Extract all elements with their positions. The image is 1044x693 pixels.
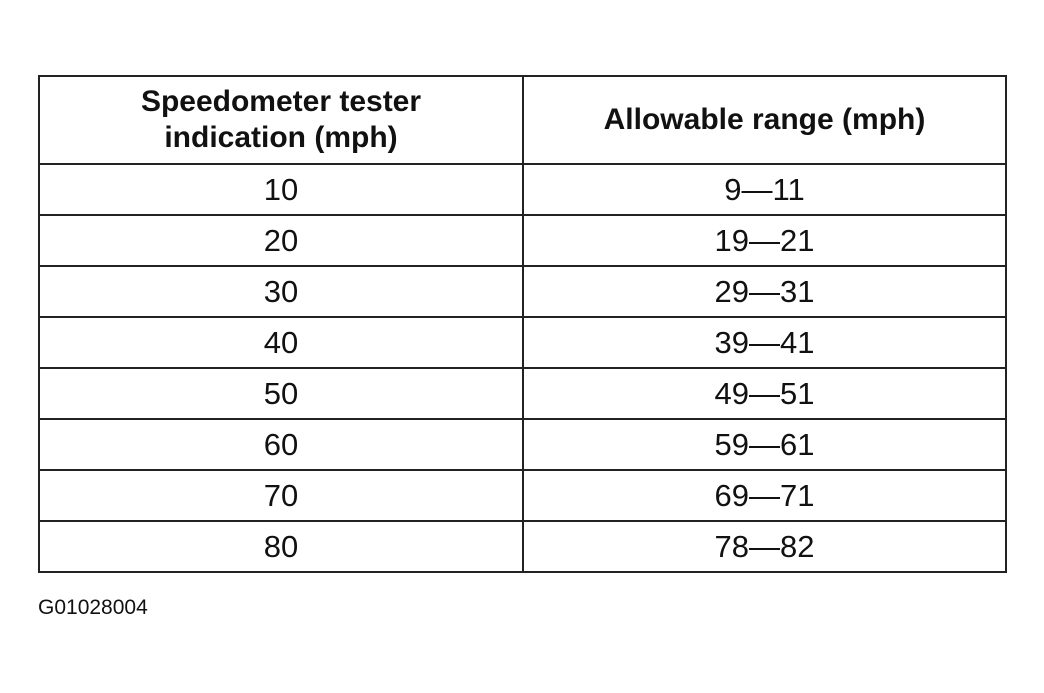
table-row: 20 19—21 [38,214,1007,267]
table-cell: 60 [38,418,524,471]
table-cell: 40 [38,316,524,369]
table-cell: 69—71 [522,469,1007,522]
table-row: 50 49—51 [38,367,1007,420]
table-cell: 9—11 [522,163,1007,216]
header-text: Allowable range (mph) [603,103,926,136]
table-row: 10 9—11 [38,163,1007,216]
table-cell: 29—31 [522,265,1007,318]
table-cell: 10 [38,163,524,216]
table-cell: 19—21 [522,214,1007,267]
table-row: 30 29—31 [38,265,1007,318]
table-cell: 70 [38,469,524,522]
table-row: 40 39—41 [38,316,1007,369]
table-cell: 50 [38,367,524,420]
table-cell: 78—82 [522,520,1007,573]
table-cell: 80 [38,520,524,573]
header-row: Speedometer tester indication (mph) Allo… [38,75,1007,165]
header-text: Speedometer tester indication (mph) [140,85,422,154]
table-cell: 49—51 [522,367,1007,420]
table-body: 10 9—11 20 19—21 30 29—31 40 39—41 50 49—51 60 59—6… [38,163,1007,573]
table-cell: 30 [38,265,524,318]
table-cell: 20 [38,214,524,267]
table-row: 60 59—61 [38,418,1007,471]
header-cell: Allowable range (mph) [522,75,1007,165]
table-row: 80 78—82 [38,520,1007,573]
table-cell: 59—61 [522,418,1007,471]
figure-id: G01028004 [38,596,148,619]
table-row: 70 69—71 [38,469,1007,522]
table-cell: 39—41 [522,316,1007,369]
header-cell: Speedometer tester indication (mph) [38,75,524,165]
spec-table: Speedometer tester indication (mph) Allo… [38,75,1007,573]
